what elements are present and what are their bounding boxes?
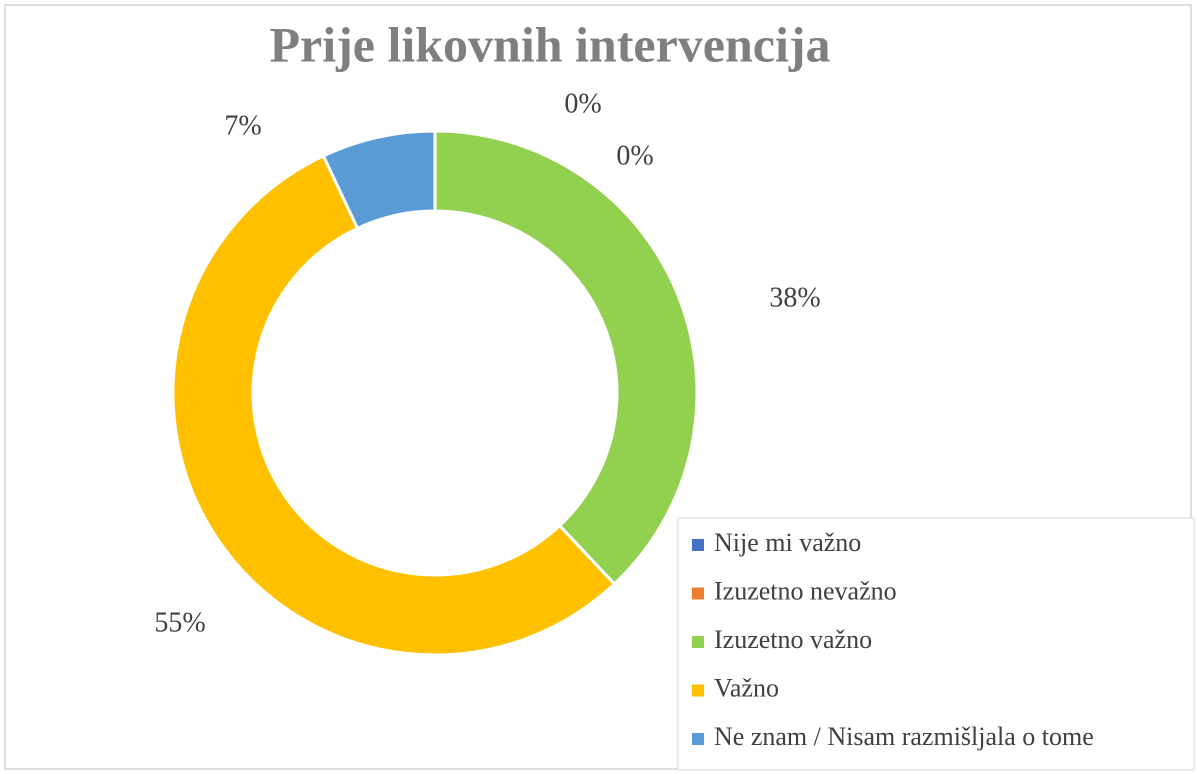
legend-swatch — [692, 539, 704, 551]
legend-swatch — [692, 684, 704, 697]
donut-slice — [433, 129, 699, 587]
data-label: 0% — [564, 88, 601, 119]
donut-slice — [321, 129, 437, 231]
legend-label: Izuzetno važno — [714, 625, 872, 654]
legend-label: Važno — [714, 673, 779, 702]
legend-box — [677, 517, 1195, 771]
data-label: 7% — [224, 110, 261, 141]
data-label: 55% — [154, 607, 205, 638]
legend-label: Nije mi važno — [714, 528, 861, 557]
legend-swatch — [692, 587, 704, 600]
legend-label: Ne znam / Nisam razmišljala o tome — [714, 722, 1094, 751]
data-label: 0% — [616, 140, 653, 171]
donut-slice — [171, 153, 617, 657]
legend-swatch — [692, 733, 704, 745]
legend-swatch — [692, 636, 704, 648]
data-label: 38% — [769, 282, 820, 313]
legend-label: Izuzetno nevažno — [714, 576, 897, 605]
chart-title: Prije likovnih intervencija — [269, 16, 830, 72]
